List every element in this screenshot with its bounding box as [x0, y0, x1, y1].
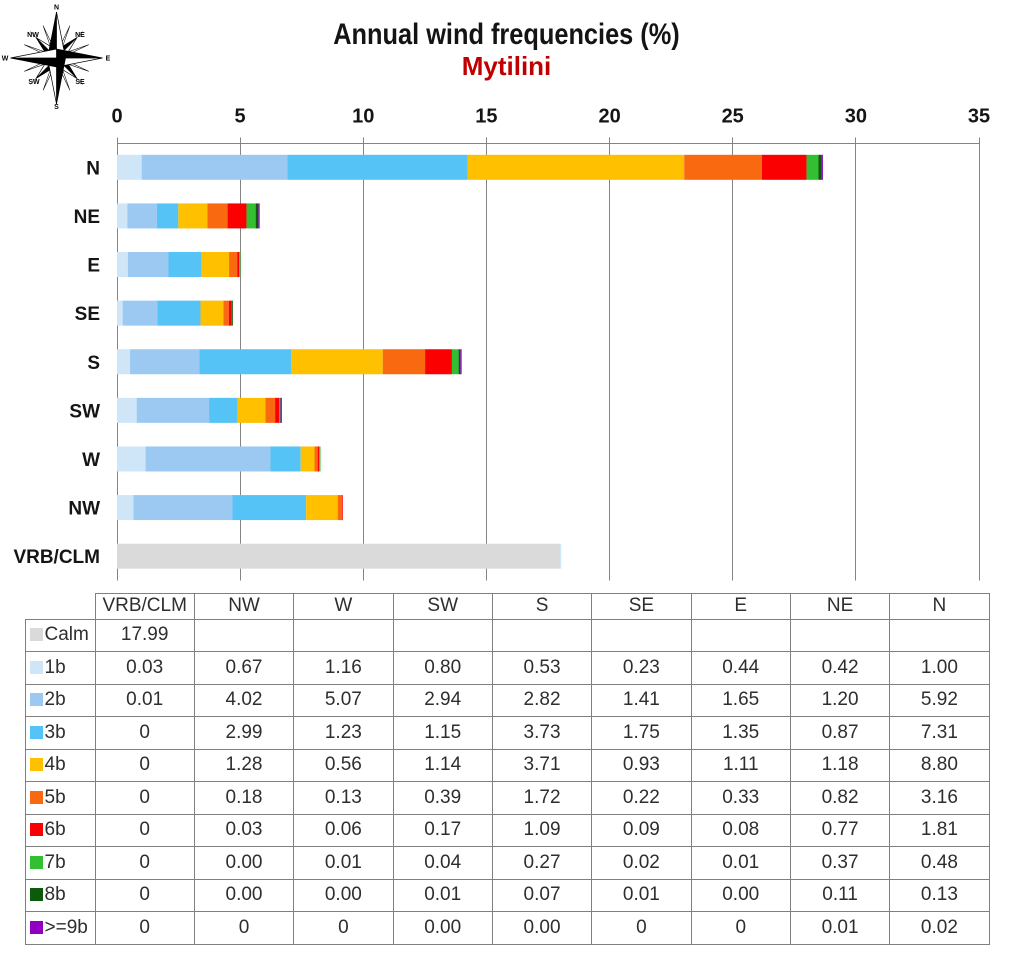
svg-text:S: S	[87, 353, 100, 374]
svg-text:NE: NE	[75, 32, 85, 39]
svg-text:E: E	[87, 256, 100, 277]
svg-text:N: N	[54, 5, 59, 12]
svg-text:SW: SW	[28, 79, 40, 86]
svg-text:20: 20	[598, 106, 620, 128]
svg-text:S: S	[54, 104, 59, 111]
svg-text:SW: SW	[69, 401, 100, 422]
svg-text:N: N	[86, 158, 100, 179]
svg-text:5: 5	[235, 106, 246, 128]
svg-text:30: 30	[845, 106, 867, 128]
svg-text:NW: NW	[68, 499, 100, 520]
svg-text:SE: SE	[75, 304, 100, 325]
svg-text:35: 35	[968, 106, 990, 128]
svg-text:W: W	[2, 56, 9, 63]
svg-text:NW: NW	[27, 32, 39, 39]
svg-text:10: 10	[352, 106, 374, 128]
svg-text:SE: SE	[75, 79, 85, 86]
svg-text:W: W	[82, 450, 100, 471]
svg-text:0: 0	[111, 106, 122, 128]
svg-text:25: 25	[722, 106, 744, 128]
svg-text:NE: NE	[74, 207, 100, 228]
svg-text:15: 15	[475, 106, 497, 128]
svg-text:E: E	[106, 56, 111, 63]
svg-text:VRB/CLM: VRB/CLM	[13, 547, 100, 568]
